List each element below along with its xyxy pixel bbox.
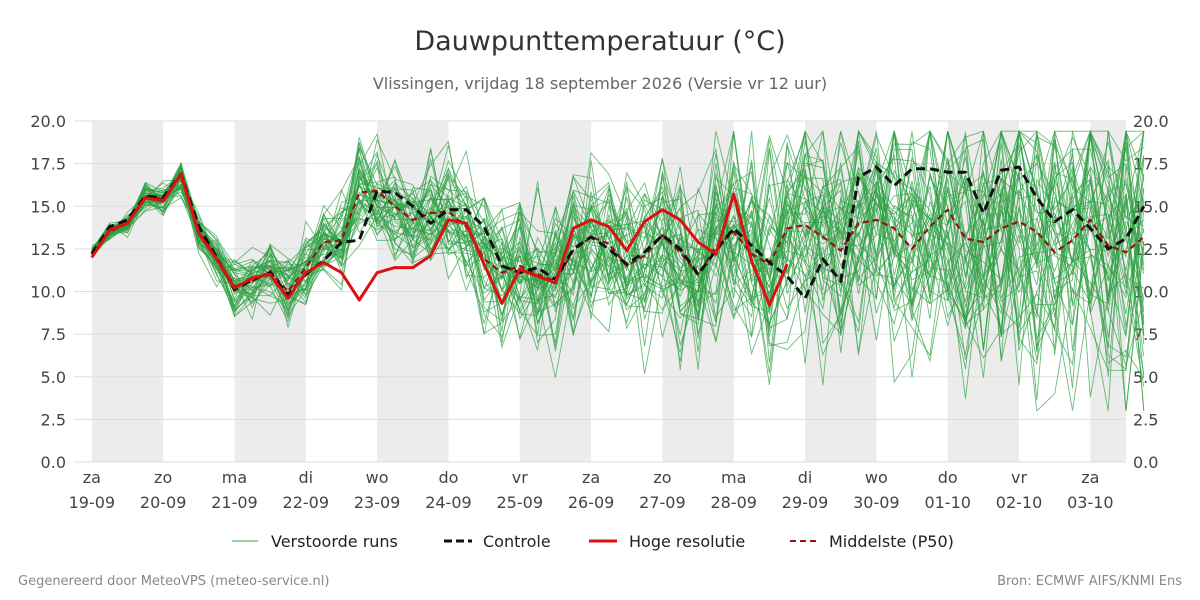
x-tick-date: 25-09 [497, 493, 544, 512]
x-tick-date: 30-09 [853, 493, 900, 512]
x-tick-date: 02-10 [996, 493, 1043, 512]
footer-generated: Gegenereerd door MeteoVPS (meteo-service… [18, 574, 329, 589]
y-tick-label-left: 7.5 [41, 325, 66, 344]
x-tick-day: di [798, 468, 813, 487]
x-tick-day: wo [865, 468, 888, 487]
x-tick-day: wo [366, 468, 389, 487]
y-tick-label-right: 5.0 [1133, 368, 1158, 387]
x-tick-date: 01-10 [924, 493, 971, 512]
legend: Verstoorde runs Controle Hoge resolutie … [232, 532, 954, 551]
y-tick-label-right: 2.5 [1133, 410, 1158, 429]
y-axis-left: 0.0 2.5 5.0 7.5 10.0 12.5 15.0 17.5 20.0 [30, 112, 66, 472]
x-tick-day: zo [154, 468, 172, 487]
ensemble-run-line [91, 130, 1145, 411]
main-series [90, 165, 1146, 307]
x-tick-day: ma [721, 468, 746, 487]
x-tick-day: zo [653, 468, 671, 487]
x-tick-date: 21-09 [211, 493, 258, 512]
control-line [90, 165, 1146, 300]
x-tick-date: 23-09 [354, 493, 401, 512]
legend-hires-label: Hoge resolutie [629, 532, 745, 551]
ensemble-run-line [91, 129, 1145, 360]
x-tick-date: 24-09 [425, 493, 472, 512]
legend-control-label: Controle [483, 532, 551, 551]
ensemble-run-line [91, 129, 1145, 378]
x-tick-date: 22-09 [283, 493, 330, 512]
footer-source: Bron: ECMWF AIFS/KNMI Ens [997, 574, 1182, 589]
x-tick-day: za [1081, 468, 1099, 487]
ensemble-run-line [91, 146, 1145, 330]
ensemble-run-line [91, 134, 1145, 399]
y-tick-label-left: 20.0 [30, 112, 66, 131]
y-tick-label-left: 2.5 [41, 410, 66, 429]
x-tick-date: 29-09 [782, 493, 829, 512]
y-tick-label-left: 0.0 [41, 453, 66, 472]
x-tick-day: za [83, 468, 101, 487]
x-tick-date: 27-09 [639, 493, 686, 512]
x-tick-date: 28-09 [710, 493, 757, 512]
x-tick-day: do [938, 468, 958, 487]
ensemble-run-line [91, 131, 1145, 356]
x-tick-date: 26-09 [568, 493, 615, 512]
x-tick-date: 19-09 [69, 493, 116, 512]
x-tick-day: do [438, 468, 458, 487]
y-tick-label-right: 0.0 [1133, 453, 1158, 472]
y-tick-label-left: 5.0 [41, 368, 66, 387]
x-tick-day: za [582, 468, 600, 487]
x-tick-day: vr [1011, 468, 1027, 487]
ensemble-run-line [91, 130, 1144, 327]
chart-title: Dauwpunttemperatuur (°C) [414, 26, 785, 57]
ensemble-lines [91, 129, 1145, 412]
y-tick-label-right: 20.0 [1133, 112, 1169, 131]
x-tick-day: vr [512, 468, 528, 487]
ensemble-run-line [91, 131, 1145, 384]
chart-subtitle: Vlissingen, vrijdag 18 september 2026 (V… [373, 74, 827, 93]
legend-ensemble-label: Verstoorde runs [271, 532, 398, 551]
x-tick-day: di [298, 468, 313, 487]
legend-p50-label: Middelste (P50) [829, 532, 954, 551]
ensemble-run-line [91, 131, 1145, 366]
x-axis: za 19-09 zo 20-09 ma 21-09 di 22-09 wo 23-09 do 24-… [69, 468, 1114, 512]
y-tick-label-left: 12.5 [30, 240, 66, 259]
x-tick-date: 03-10 [1067, 493, 1114, 512]
y-tick-label-left: 15.0 [30, 197, 66, 216]
high-resolution-line [90, 172, 789, 307]
ensemble-run-line [91, 133, 1145, 371]
x-tick-day: ma [222, 468, 247, 487]
y-tick-label-left: 10.0 [30, 283, 66, 302]
y-tick-label-left: 17.5 [30, 155, 66, 174]
ensemble-run-line [91, 131, 1145, 370]
x-tick-date: 20-09 [140, 493, 187, 512]
